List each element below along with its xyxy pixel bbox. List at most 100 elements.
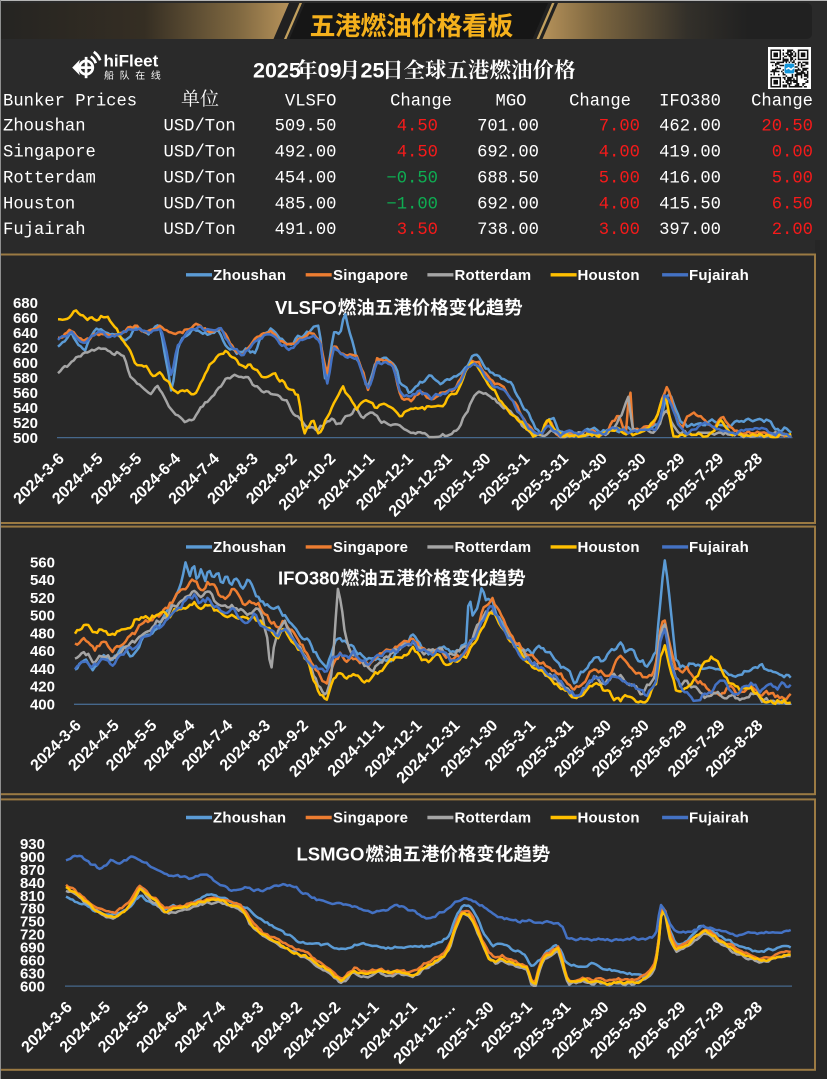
svg-text:509.50: 509.50 bbox=[275, 118, 337, 137]
svg-text:630: 630 bbox=[20, 965, 45, 982]
svg-text:640: 640 bbox=[13, 325, 38, 342]
svg-text:VLSFO: VLSFO bbox=[285, 92, 337, 111]
svg-text:IFO380: IFO380 bbox=[659, 92, 721, 111]
svg-text:870: 870 bbox=[20, 862, 45, 879]
svg-text:4.00: 4.00 bbox=[599, 195, 640, 214]
svg-text:Change: Change bbox=[751, 92, 813, 111]
svg-text:580: 580 bbox=[13, 370, 38, 387]
svg-text:600: 600 bbox=[13, 355, 38, 372]
svg-text:Singapore: Singapore bbox=[333, 539, 408, 556]
svg-text:900: 900 bbox=[20, 849, 45, 866]
svg-text:400: 400 bbox=[30, 697, 55, 714]
svg-text:3.50: 3.50 bbox=[397, 221, 438, 240]
svg-text:Singapore: Singapore bbox=[333, 810, 408, 827]
svg-text:25: 25 bbox=[361, 59, 385, 83]
svg-text:440: 440 bbox=[30, 661, 55, 678]
svg-text:810: 810 bbox=[20, 888, 45, 905]
svg-text:397.00: 397.00 bbox=[659, 221, 721, 240]
svg-text:5.00: 5.00 bbox=[599, 169, 640, 188]
svg-text:7.00: 7.00 bbox=[599, 118, 640, 137]
svg-text:MGO: MGO bbox=[496, 92, 527, 111]
svg-text:Change: Change bbox=[390, 92, 452, 111]
svg-text:Fujairah: Fujairah bbox=[3, 221, 86, 240]
svg-text:720: 720 bbox=[20, 927, 45, 944]
svg-text:660: 660 bbox=[13, 310, 38, 327]
svg-text:485.00: 485.00 bbox=[275, 195, 337, 214]
svg-text:VLSFO: VLSFO bbox=[275, 297, 337, 318]
svg-text:840: 840 bbox=[20, 875, 45, 892]
svg-text:6.50: 6.50 bbox=[772, 195, 813, 214]
svg-text:688.50: 688.50 bbox=[477, 169, 539, 188]
svg-text:Houston: Houston bbox=[3, 195, 75, 214]
svg-text:Zhoushan: Zhoushan bbox=[213, 539, 286, 556]
svg-text:hiFleet: hiFleet bbox=[104, 52, 159, 71]
svg-text:780: 780 bbox=[20, 901, 45, 918]
svg-text:540: 540 bbox=[30, 572, 55, 589]
svg-text:692.00: 692.00 bbox=[477, 144, 539, 163]
svg-text:930: 930 bbox=[20, 836, 45, 853]
svg-text:Change: Change bbox=[569, 92, 631, 111]
svg-text:09: 09 bbox=[318, 59, 342, 83]
svg-text:750: 750 bbox=[20, 914, 45, 931]
svg-text:415.50: 415.50 bbox=[659, 195, 721, 214]
svg-text:USD/Ton: USD/Ton bbox=[164, 118, 236, 137]
svg-text:−0.50: −0.50 bbox=[386, 169, 438, 188]
svg-text:3.00: 3.00 bbox=[599, 221, 640, 240]
svg-text:701.00: 701.00 bbox=[477, 118, 539, 137]
svg-text:Houston: Houston bbox=[578, 539, 640, 556]
svg-text:520: 520 bbox=[13, 415, 38, 432]
svg-text:Houston: Houston bbox=[578, 810, 640, 827]
svg-text:420: 420 bbox=[30, 679, 55, 696]
svg-text:Fujairah: Fujairah bbox=[689, 810, 749, 827]
svg-text:520: 520 bbox=[30, 590, 55, 607]
svg-text:560: 560 bbox=[30, 554, 55, 571]
svg-text:2025: 2025 bbox=[253, 59, 301, 83]
svg-text:Rotterdam: Rotterdam bbox=[3, 169, 96, 188]
svg-text:500: 500 bbox=[30, 608, 55, 625]
svg-text:2.00: 2.00 bbox=[772, 221, 813, 240]
svg-text:USD/Ton: USD/Ton bbox=[164, 221, 236, 240]
svg-text:Zhoushan: Zhoushan bbox=[213, 267, 286, 284]
svg-text:Singapore: Singapore bbox=[333, 267, 408, 284]
svg-text:Zhoushan: Zhoushan bbox=[213, 810, 286, 827]
svg-text:680: 680 bbox=[13, 295, 38, 312]
svg-text:Rotterdam: Rotterdam bbox=[455, 539, 532, 556]
svg-text:454.00: 454.00 bbox=[275, 169, 337, 188]
svg-text:480: 480 bbox=[30, 626, 55, 643]
svg-text:620: 620 bbox=[13, 340, 38, 357]
svg-text:560: 560 bbox=[13, 385, 38, 402]
svg-text:500: 500 bbox=[13, 430, 38, 447]
svg-text:419.00: 419.00 bbox=[659, 144, 721, 163]
svg-text:USD/Ton: USD/Ton bbox=[164, 144, 236, 163]
svg-text:4.50: 4.50 bbox=[397, 118, 438, 137]
svg-text:4.50: 4.50 bbox=[397, 144, 438, 163]
svg-text:540: 540 bbox=[13, 400, 38, 417]
svg-text:Fujairah: Fujairah bbox=[689, 539, 749, 556]
svg-text:LSMGO: LSMGO bbox=[297, 844, 365, 865]
svg-text:4.00: 4.00 bbox=[599, 144, 640, 163]
svg-text:738.00: 738.00 bbox=[477, 221, 539, 240]
svg-text:−1.00: −1.00 bbox=[386, 195, 438, 214]
svg-text:Rotterdam: Rotterdam bbox=[455, 267, 532, 284]
svg-text:Singapore: Singapore bbox=[3, 144, 96, 163]
svg-text:460: 460 bbox=[30, 643, 55, 660]
svg-text:600: 600 bbox=[20, 978, 45, 995]
svg-text:0.00: 0.00 bbox=[772, 144, 813, 163]
svg-text:Fujairah: Fujairah bbox=[689, 267, 749, 284]
svg-text:690: 690 bbox=[20, 940, 45, 957]
svg-text:IFO380: IFO380 bbox=[278, 568, 340, 589]
svg-text:5.00: 5.00 bbox=[772, 169, 813, 188]
svg-text:Houston: Houston bbox=[578, 267, 640, 284]
svg-text:USD/Ton: USD/Ton bbox=[164, 195, 236, 214]
svg-text:Bunker Prices: Bunker Prices bbox=[3, 92, 137, 111]
svg-text:416.00: 416.00 bbox=[659, 169, 721, 188]
svg-text:491.00: 491.00 bbox=[275, 221, 337, 240]
svg-text:20.50: 20.50 bbox=[761, 118, 813, 137]
svg-text:692.00: 692.00 bbox=[477, 195, 539, 214]
svg-text:USD/Ton: USD/Ton bbox=[164, 169, 236, 188]
svg-text:Rotterdam: Rotterdam bbox=[455, 810, 532, 827]
svg-text:492.00: 492.00 bbox=[275, 144, 337, 163]
svg-text:Zhoushan: Zhoushan bbox=[3, 118, 86, 137]
svg-text:660: 660 bbox=[20, 952, 45, 969]
svg-text:462.00: 462.00 bbox=[659, 118, 721, 137]
